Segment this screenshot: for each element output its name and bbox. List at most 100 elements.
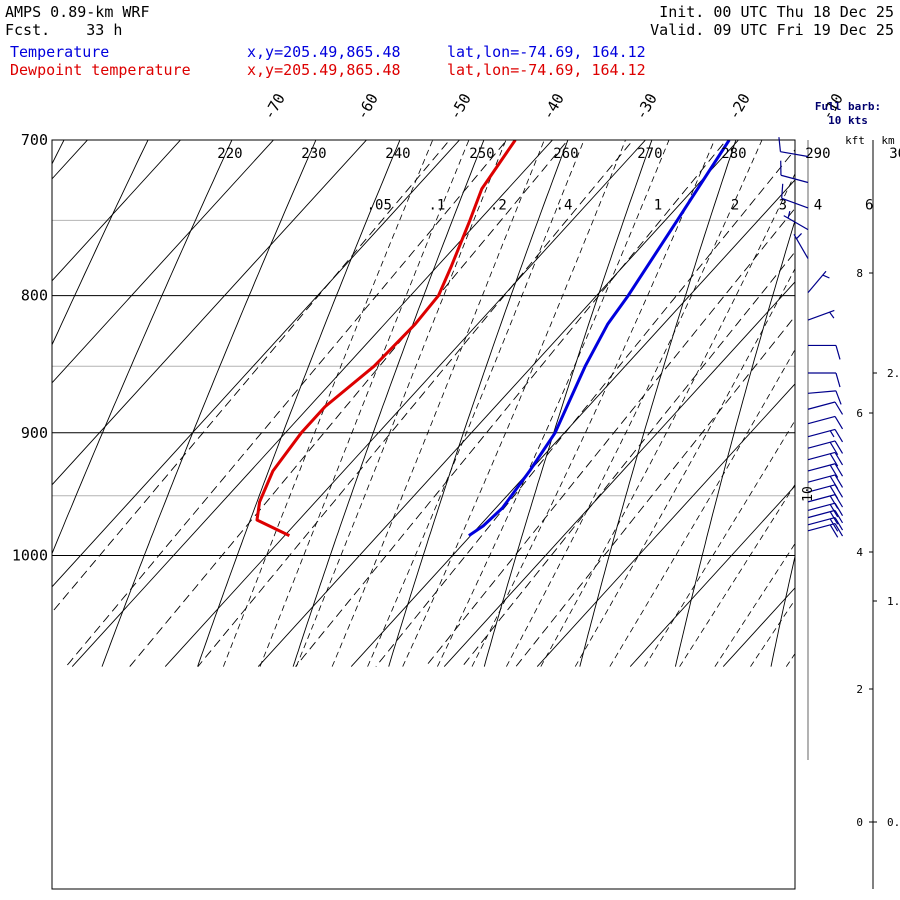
mixing-ratio-line xyxy=(52,140,451,613)
legend-temperature: Temperature xyxy=(10,43,110,61)
wind-barb xyxy=(807,440,844,456)
mixing-ratio-label: 4 xyxy=(814,197,822,213)
barb-flag xyxy=(829,524,839,538)
dry-adiabat-label: 220 xyxy=(217,146,242,162)
dry-adiabat xyxy=(52,140,233,555)
km-tick-label: 2. xyxy=(887,367,900,380)
moist-adiabat xyxy=(750,599,795,667)
barb-staff xyxy=(780,174,809,184)
dry-adiabat-label: 290 xyxy=(805,146,830,162)
wind-barb xyxy=(807,415,844,430)
isotherm-line xyxy=(52,140,368,486)
isotherm-label: -30 xyxy=(632,90,661,122)
dry-adiabat-label: 280 xyxy=(721,146,746,162)
isotherm-line xyxy=(629,485,795,667)
dry-adiabat-label: 260 xyxy=(553,146,578,162)
dry-adiabat xyxy=(101,140,317,667)
barb-staff xyxy=(780,151,809,158)
wind-barb xyxy=(807,401,844,415)
kft-tick-label: 0 xyxy=(856,816,863,829)
barb-staff xyxy=(793,234,809,259)
valid-time: Valid. 09 UTC Fri 19 Dec 25 xyxy=(650,21,894,39)
barb-flag xyxy=(835,372,841,388)
barb-flag xyxy=(834,484,844,498)
barb-flag xyxy=(834,416,844,430)
barb-staff xyxy=(807,415,836,425)
mixing-ratio-label: .4 xyxy=(556,197,573,213)
pressure-label-1000: 1000 xyxy=(12,547,48,565)
mixing-ratio-label: .1 xyxy=(428,197,445,213)
dew-latlon: lat,lon=-74.69, 164.12 xyxy=(447,61,646,79)
barb-note-line2: 10 kts xyxy=(828,114,868,127)
dry-adiabat xyxy=(674,219,795,667)
barb-flag xyxy=(835,390,842,405)
dry-adiabat xyxy=(292,140,485,667)
barb-flag xyxy=(778,137,782,152)
dry-adiabat xyxy=(52,140,149,346)
wind-barb xyxy=(807,522,844,538)
moist-adiabat xyxy=(714,542,795,667)
wind-barb xyxy=(781,183,809,209)
dry-adiabat-label: 240 xyxy=(385,146,410,162)
mixing-ratio-label: 2 xyxy=(731,197,739,213)
mixing-ratio-line xyxy=(197,140,634,667)
init-time: Init. 00 UTC Thu 18 Dec 25 xyxy=(659,3,894,21)
wind-barb xyxy=(807,309,835,321)
dewpoint-profile xyxy=(255,140,517,537)
kft-tick-label: 6 xyxy=(856,407,863,420)
wind-barb xyxy=(807,451,844,467)
wind-barb xyxy=(783,210,809,231)
wind-barb xyxy=(807,270,830,294)
mixing-ratio-label: 1 xyxy=(654,197,662,213)
dew-xy: x,y=205.49,865.48 xyxy=(247,61,401,79)
forecast-hour: Fcst. 33 h xyxy=(5,22,122,39)
moist-adiabat xyxy=(540,172,795,667)
dry-adiabat xyxy=(52,140,65,165)
mixing-ratio-line xyxy=(129,140,569,667)
barb-half-flag xyxy=(822,274,830,279)
legend-dewpoint: Dewpoint temperature xyxy=(10,61,191,79)
isotherm-label: -60 xyxy=(353,90,382,122)
barb-staff xyxy=(783,215,809,231)
temp-latlon: lat,lon=-74.69, 164.12 xyxy=(447,43,646,61)
barb-flag xyxy=(834,401,844,415)
mixing-ratio-label: .05 xyxy=(367,197,392,213)
barb-half-flag xyxy=(796,233,802,240)
dry-adiabat xyxy=(388,140,569,667)
dry-adiabat-label: 250 xyxy=(469,146,494,162)
temperature-profile xyxy=(468,140,731,537)
barb-flag xyxy=(834,463,844,477)
barb-flag xyxy=(781,183,784,199)
mixing-ratio-label: .2 xyxy=(490,197,507,213)
dry-adiabat xyxy=(579,140,737,667)
km-label: km xyxy=(881,134,895,147)
mixing-ratio-line xyxy=(65,140,508,667)
dry-adiabat xyxy=(197,140,401,667)
moist-adiabat xyxy=(259,140,470,667)
mixing-ratio-label: 6 xyxy=(865,197,873,213)
isotherm-line xyxy=(52,140,461,588)
moist-adiabat xyxy=(574,267,795,667)
isotherm-line xyxy=(71,140,554,667)
kft-tick-label: 2 xyxy=(856,683,863,696)
barb-flag xyxy=(834,517,844,531)
dry-adiabat xyxy=(770,554,795,667)
dry-adiabat-label: 230 xyxy=(301,146,326,162)
mixing-ratio-line xyxy=(425,207,795,667)
barb-half-flag xyxy=(787,210,791,219)
wind-barb xyxy=(807,390,842,405)
dry-adiabat xyxy=(483,140,653,667)
barb-staff xyxy=(807,401,836,410)
barb-staff xyxy=(807,270,827,294)
mixing-ratio-line xyxy=(295,140,727,667)
pressure-label-900: 900 xyxy=(21,424,48,442)
moist-adiabat xyxy=(367,140,585,667)
mixing-ratio-line xyxy=(515,315,795,667)
isotherm-label: -20 xyxy=(725,90,754,122)
isotherm-line xyxy=(52,140,89,180)
pressure-label-700: 700 xyxy=(21,131,48,149)
isotherm-line xyxy=(350,179,795,667)
barb-half-flag xyxy=(829,311,835,319)
model-title: AMPS 0.89-km WRF xyxy=(5,3,150,21)
